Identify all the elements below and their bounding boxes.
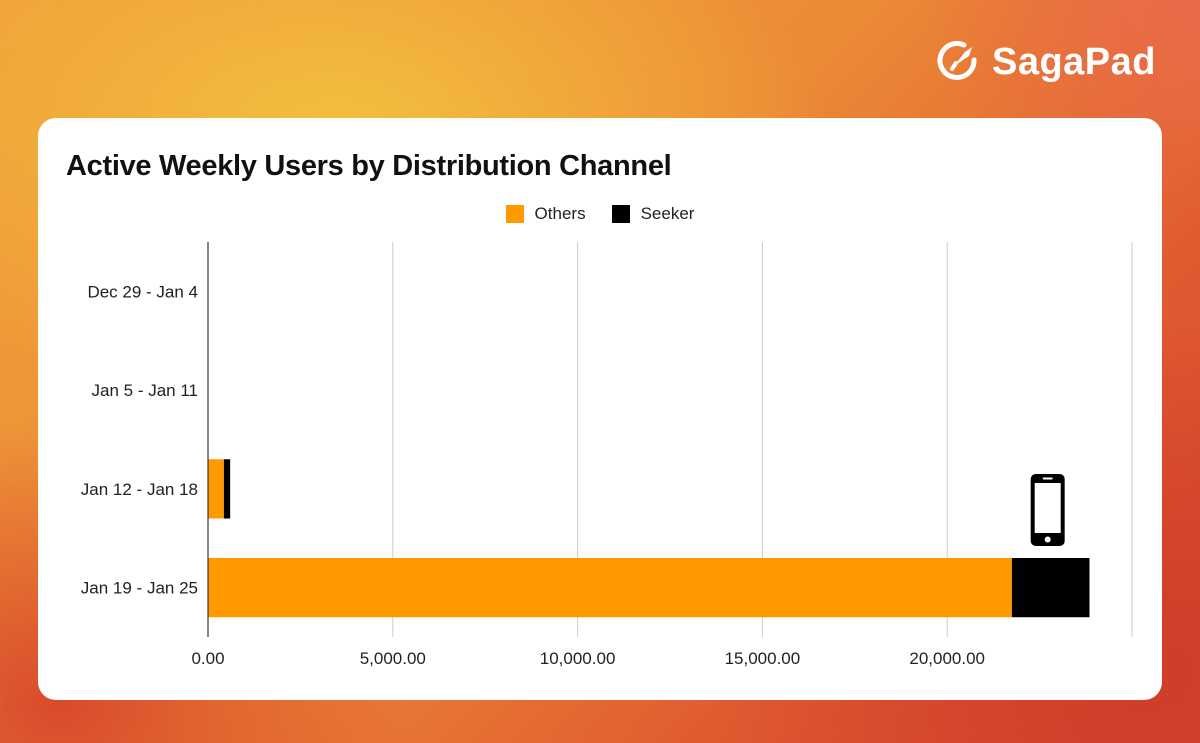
legend-swatch-seeker xyxy=(611,205,630,223)
bar-others-2 xyxy=(208,459,224,519)
smartphone-icon xyxy=(1030,474,1065,546)
x-tick-label: 15,000.00 xyxy=(725,649,801,668)
x-tick-label: 20,000.00 xyxy=(909,649,985,668)
brand-name: SagaPad xyxy=(991,41,1156,83)
x-tick-label: 5,000.00 xyxy=(360,649,426,668)
brand-logo: SagaPad xyxy=(934,36,1156,89)
y-tick-label: Dec 29 - Jan 4 xyxy=(87,282,198,301)
y-tick-label: Jan 5 - Jan 11 xyxy=(92,381,198,400)
chart-legend: Others Seeker xyxy=(38,204,1162,224)
y-tick-label: Jan 12 - Jan 18 xyxy=(81,480,198,499)
x-tick-label: 10,000.00 xyxy=(540,649,616,668)
legend-label-seeker: Seeker xyxy=(640,204,695,223)
chart-card: Active Weekly Users by Distribution Chan… xyxy=(38,118,1162,700)
bar-seeker-3 xyxy=(1011,558,1090,618)
chart-plot: Dec 29 - Jan 4 Jan 5 - Jan 11 Jan 12 - Jan… xyxy=(81,242,1133,668)
x-tick-label: 0.00 xyxy=(191,649,224,668)
legend-label-others: Others xyxy=(534,204,586,223)
y-tick-label: Jan 19 - Jan 25 xyxy=(81,579,198,598)
bar-seeker-2 xyxy=(223,459,231,519)
legend-item-others[interactable]: Others xyxy=(505,204,586,224)
legend-swatch-others xyxy=(505,205,524,223)
legend-item-seeker[interactable]: Seeker xyxy=(611,204,695,224)
bar-others-3 xyxy=(208,558,1012,618)
chart-title: Active Weekly Users by Distribution Chan… xyxy=(66,150,672,182)
rocket-ring-icon xyxy=(934,36,982,89)
